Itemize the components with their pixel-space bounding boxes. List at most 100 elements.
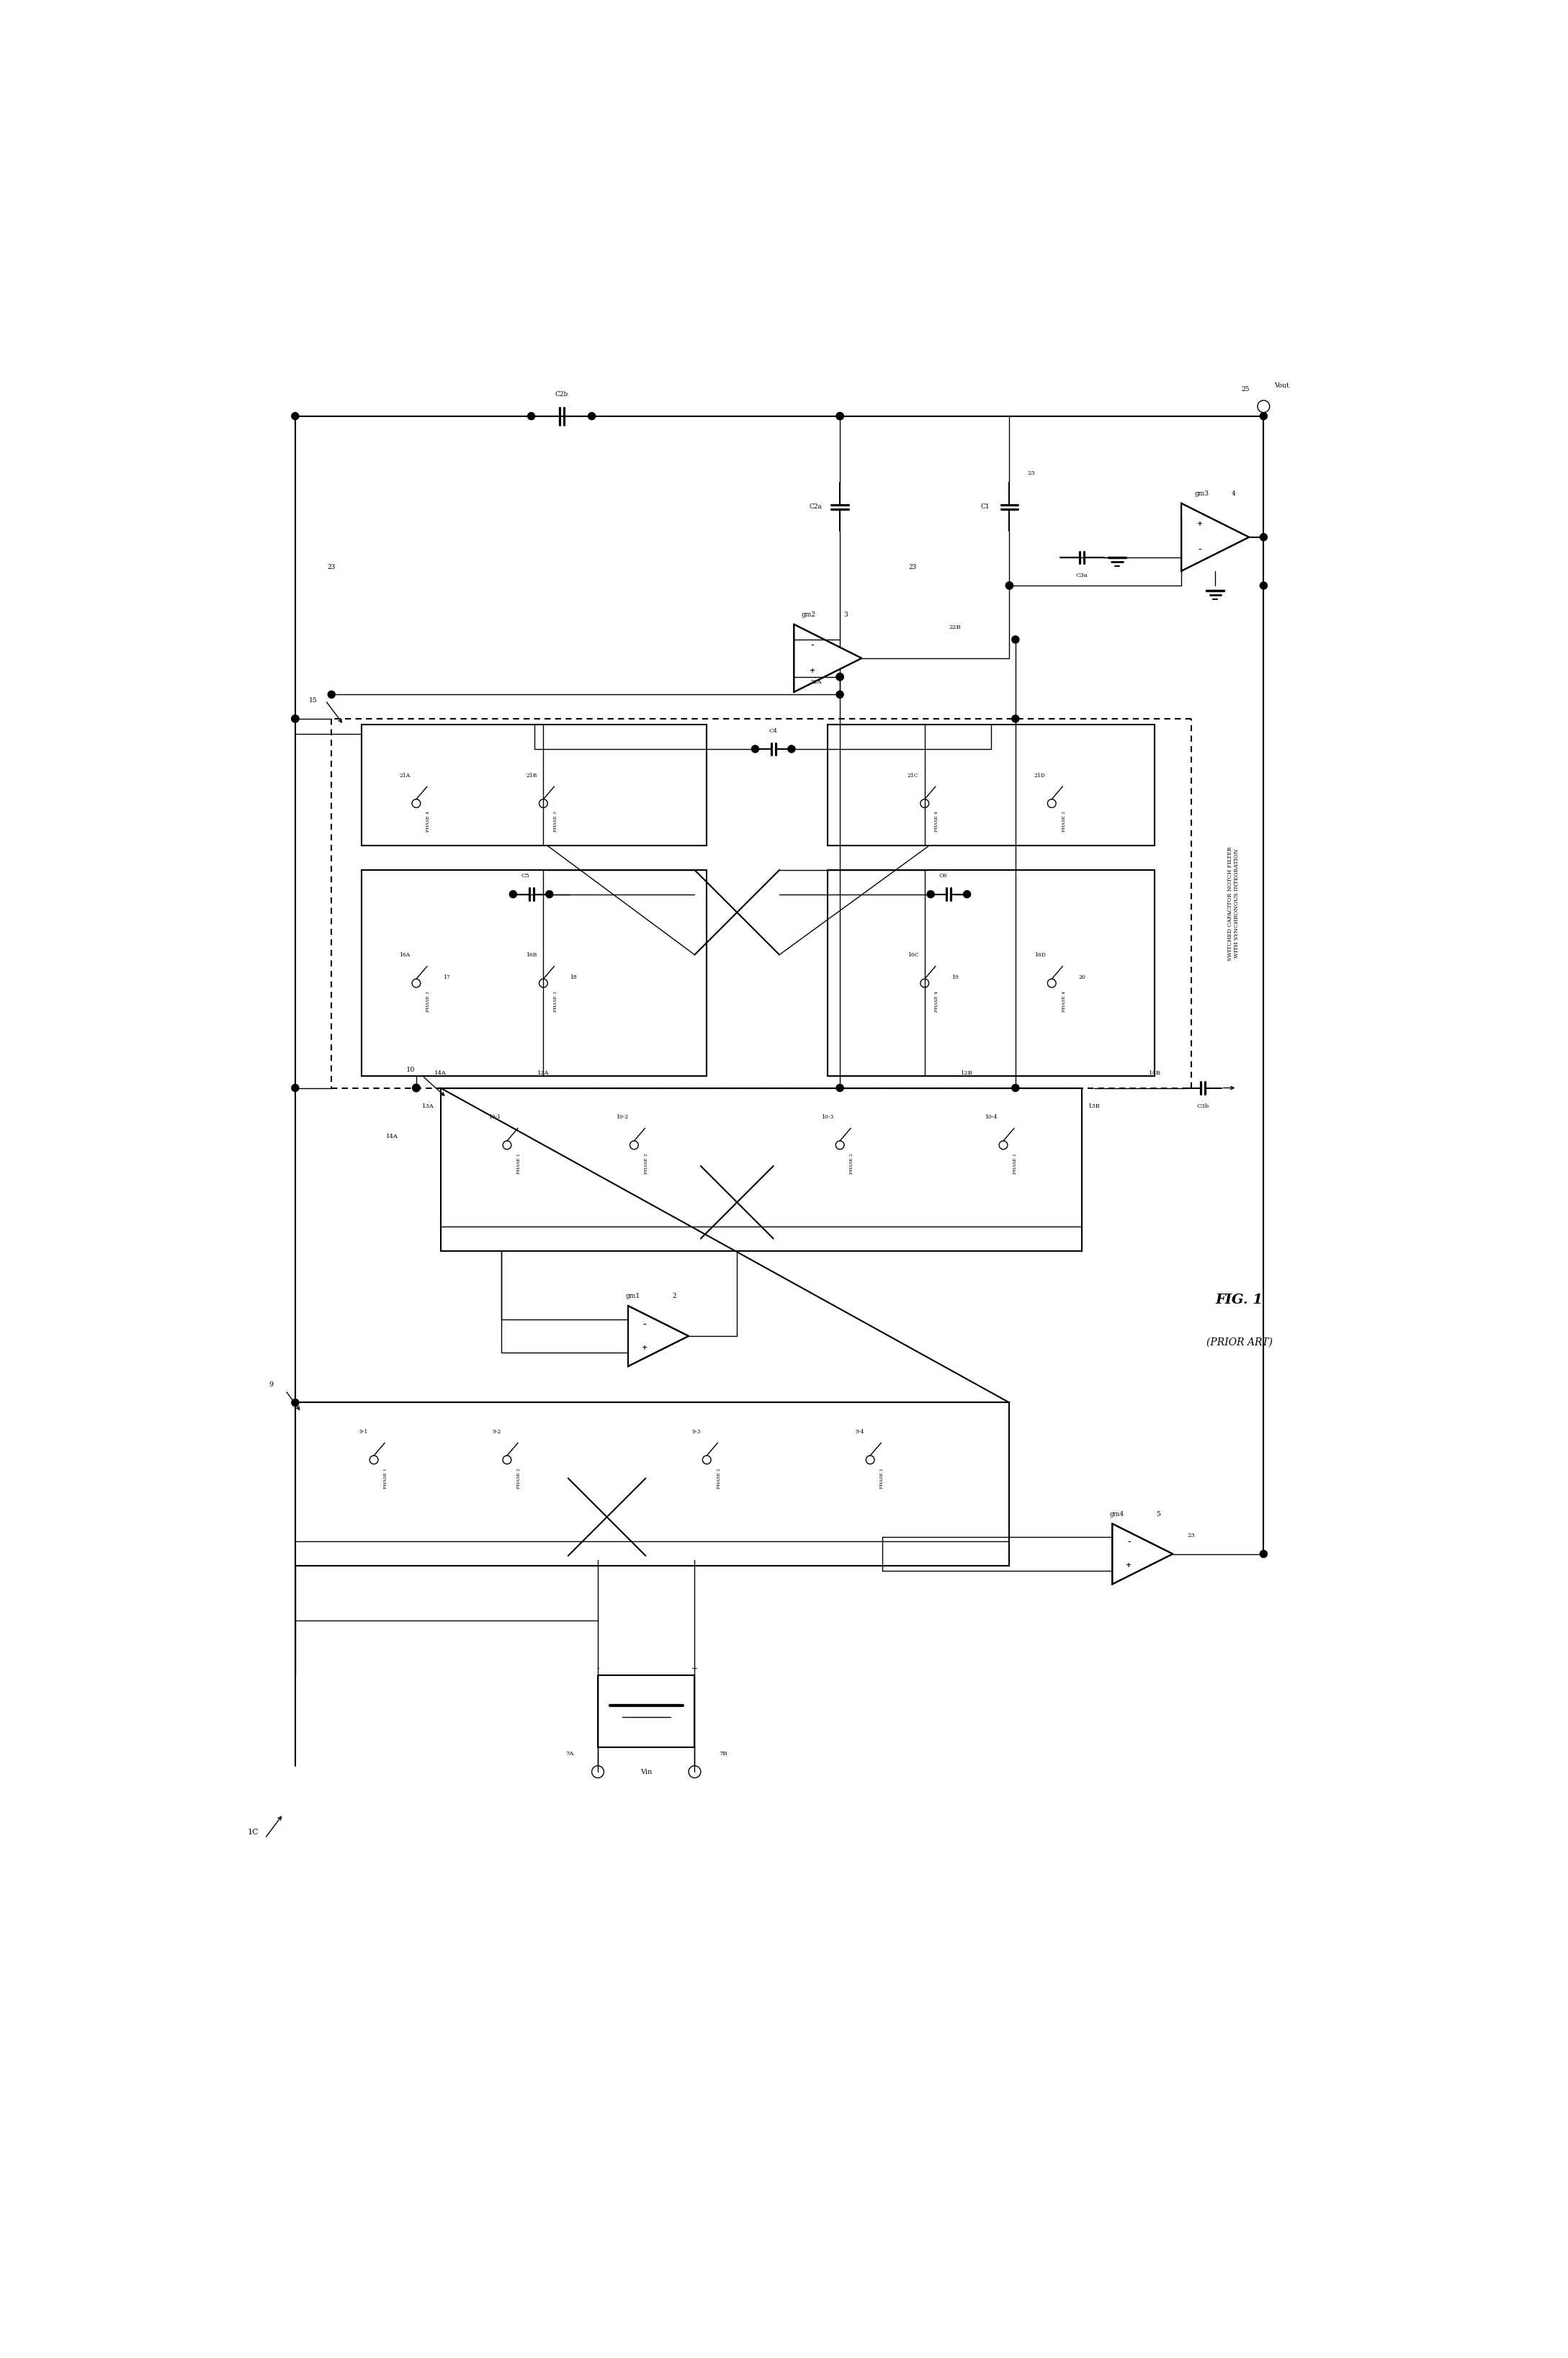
Bar: [362, 724, 707, 847]
Circle shape: [292, 413, 299, 420]
Text: PHASE 3: PHASE 3: [554, 990, 557, 1012]
Text: 1C: 1C: [248, 1830, 259, 1837]
Circle shape: [751, 745, 759, 752]
Text: +: +: [809, 667, 815, 674]
Circle shape: [328, 691, 336, 698]
Circle shape: [836, 413, 844, 420]
Circle shape: [292, 714, 299, 722]
Circle shape: [836, 672, 844, 681]
Text: PHASE 2: PHASE 2: [517, 1467, 521, 1488]
Text: 14A: 14A: [434, 1071, 447, 1075]
Text: 16D: 16D: [1035, 953, 1046, 957]
Bar: [441, 1087, 1082, 1252]
Circle shape: [1261, 413, 1267, 420]
Text: 10: 10: [406, 1066, 414, 1073]
Text: (PRIOR ART): (PRIOR ART): [1206, 1337, 1273, 1346]
Text: 23: 23: [328, 564, 336, 571]
Circle shape: [836, 1085, 844, 1092]
Circle shape: [412, 1085, 420, 1092]
Circle shape: [836, 691, 844, 698]
Text: C3b: C3b: [1196, 1104, 1209, 1108]
Text: -: -: [643, 1320, 646, 1328]
Text: +: +: [1196, 521, 1203, 528]
Text: Vout: Vout: [1275, 382, 1289, 389]
Text: -: -: [1198, 547, 1201, 554]
Text: gm3: gm3: [1195, 490, 1209, 498]
Circle shape: [1005, 582, 1013, 590]
Text: PHASE 3: PHASE 3: [426, 990, 430, 1012]
Circle shape: [527, 413, 535, 420]
Text: PHASE 2: PHASE 2: [717, 1467, 721, 1488]
Circle shape: [1261, 533, 1267, 540]
Text: PHASE 4: PHASE 4: [1062, 990, 1066, 1012]
Text: PHASE 2: PHASE 2: [850, 1153, 855, 1174]
Circle shape: [1261, 1549, 1267, 1559]
Text: PHASE 3: PHASE 3: [1062, 811, 1066, 832]
Text: 14A: 14A: [386, 1134, 398, 1139]
Text: 14B: 14B: [1148, 1071, 1160, 1075]
Text: 4: 4: [1231, 490, 1236, 498]
Bar: [295, 1403, 1010, 1566]
Circle shape: [412, 1085, 420, 1092]
Text: 16C: 16C: [908, 953, 919, 957]
Circle shape: [588, 413, 596, 420]
Text: PHASE 4: PHASE 4: [935, 990, 939, 1012]
Text: PHASE 1: PHASE 1: [384, 1467, 387, 1488]
Text: C4: C4: [768, 729, 778, 733]
Circle shape: [1005, 582, 1013, 590]
Bar: [597, 1674, 695, 1747]
Text: SWITCHED CAPACITOR NOTCH FILTER
WITH SYNCHRONOUS INTEGRATION: SWITCHED CAPACITOR NOTCH FILTER WITH SYN…: [1228, 847, 1240, 960]
Text: 9: 9: [268, 1382, 273, 1389]
Text: 25: 25: [1242, 387, 1250, 394]
Text: -: -: [596, 1665, 599, 1672]
Polygon shape: [793, 625, 862, 693]
Text: 16B: 16B: [527, 953, 538, 957]
Text: 15: 15: [309, 698, 318, 703]
Polygon shape: [629, 1306, 688, 1365]
Circle shape: [787, 745, 795, 752]
Text: 19: 19: [952, 974, 958, 981]
Text: gm4: gm4: [1110, 1511, 1124, 1516]
Text: 21B: 21B: [527, 773, 538, 778]
Text: C2b: C2b: [555, 391, 568, 399]
Bar: [828, 870, 1154, 1075]
Text: 18: 18: [571, 974, 577, 981]
Text: PHASE 3: PHASE 3: [554, 811, 557, 832]
Text: -: -: [1127, 1537, 1131, 1547]
Circle shape: [1261, 582, 1267, 590]
Circle shape: [412, 1085, 420, 1092]
Text: 23: 23: [1027, 469, 1035, 476]
Circle shape: [836, 413, 844, 420]
Text: 23: 23: [908, 564, 917, 571]
Circle shape: [412, 1085, 420, 1092]
Text: 10-1: 10-1: [489, 1115, 500, 1120]
Text: FIG. 1: FIG. 1: [1215, 1292, 1264, 1306]
Text: +: +: [1126, 1563, 1132, 1568]
Text: PHASE 2: PHASE 2: [644, 1153, 648, 1174]
Text: 10-4: 10-4: [985, 1115, 997, 1120]
Text: Vin: Vin: [640, 1768, 652, 1776]
Text: 22A: 22A: [811, 679, 822, 686]
Text: 5: 5: [1156, 1511, 1160, 1516]
Circle shape: [927, 891, 935, 898]
Text: 21C: 21C: [908, 773, 919, 778]
Text: 12B: 12B: [961, 1071, 974, 1075]
Text: 9-4: 9-4: [855, 1429, 864, 1436]
Text: 12A: 12A: [538, 1071, 549, 1075]
Text: C5: C5: [521, 872, 530, 880]
Text: 17: 17: [444, 974, 450, 981]
Text: 9-1: 9-1: [359, 1429, 368, 1436]
Text: 21A: 21A: [400, 773, 411, 778]
Text: 7A: 7A: [566, 1750, 574, 1757]
Text: 10-2: 10-2: [616, 1115, 629, 1120]
Text: C3a: C3a: [1076, 573, 1088, 578]
Text: 13B: 13B: [1088, 1104, 1101, 1108]
Text: gm2: gm2: [801, 611, 815, 618]
Text: 16A: 16A: [400, 953, 411, 957]
Text: 20: 20: [1079, 974, 1085, 981]
Text: PHASE 4: PHASE 4: [935, 811, 939, 832]
Circle shape: [292, 1085, 299, 1092]
Text: 9-3: 9-3: [691, 1429, 701, 1436]
Bar: [362, 870, 707, 1075]
Text: gm1: gm1: [626, 1292, 640, 1299]
